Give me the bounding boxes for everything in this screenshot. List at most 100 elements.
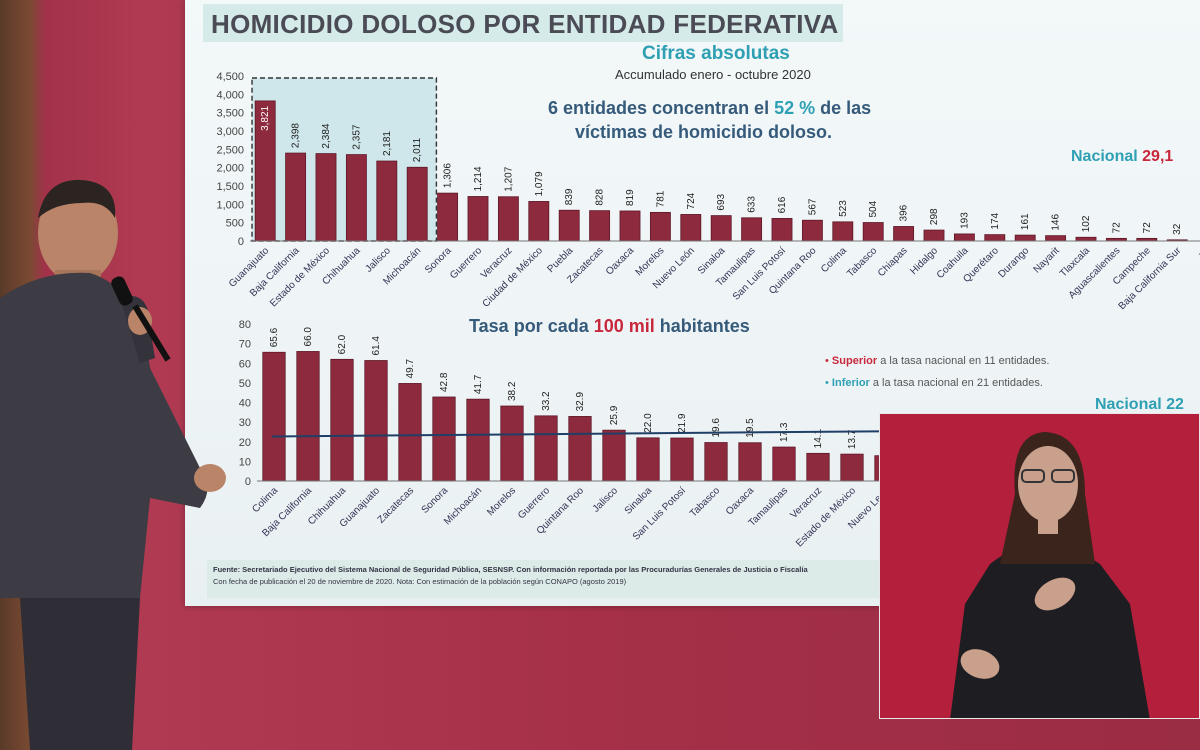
- data-label: 146: [1051, 214, 1062, 231]
- data-label: 38.2: [507, 381, 518, 401]
- data-label: 567: [807, 198, 818, 215]
- data-label: 724: [686, 192, 697, 209]
- legend-inferior: • Inferior a la tasa nacional en 21 enti…: [825, 377, 1043, 389]
- bar: [636, 437, 660, 482]
- data-label: 839: [564, 188, 575, 205]
- data-label: 616: [777, 196, 788, 213]
- y-tick-label: 70: [239, 339, 251, 351]
- data-label: 633: [747, 196, 758, 213]
- chart-subtitle: Cifras absolutas: [642, 43, 790, 64]
- y-tick-label: 500: [226, 218, 244, 230]
- y-tick-label: 0: [245, 476, 251, 488]
- legend-superior: • Superior a la tasa nacional en 11 enti…: [825, 355, 1050, 367]
- y-tick-label: 20: [239, 437, 251, 449]
- category-label: Chiapas: [876, 245, 910, 279]
- data-label: 102: [1081, 215, 1092, 232]
- category-label: Guerrero: [448, 245, 484, 281]
- bar: [500, 405, 524, 482]
- data-label: 1,207: [503, 166, 514, 191]
- y-tick-label: 1,000: [216, 199, 244, 211]
- data-label: 19.6: [711, 418, 722, 438]
- data-label: 161: [1020, 213, 1031, 230]
- bar: [893, 226, 915, 242]
- bar: [466, 398, 490, 482]
- bar: [704, 442, 728, 482]
- bar: [984, 234, 1006, 242]
- category-label: Sinaloa: [623, 485, 655, 517]
- data-label: 2,011: [412, 138, 423, 163]
- bar: [398, 383, 422, 482]
- bar: [832, 221, 854, 242]
- data-label: 298: [929, 208, 940, 225]
- title-banner: [203, 4, 843, 42]
- bar: [432, 396, 456, 482]
- bar: [741, 217, 763, 242]
- concentration-text-line2: víctimas de homicidio doloso.: [575, 122, 833, 142]
- bar: [710, 215, 732, 242]
- category-label: Jalisco: [364, 245, 394, 275]
- concentration-percent: 52 %: [774, 98, 816, 118]
- bar: [497, 196, 519, 242]
- source-footnote: Fuente: Secretariado Ejecutivo del Siste…: [207, 560, 887, 598]
- bar: [558, 209, 580, 242]
- bar: [1075, 236, 1097, 242]
- category-label: Yu: [1198, 245, 1200, 261]
- national-rate-label: Nacional 22: [1095, 396, 1184, 413]
- data-label: 25.9: [609, 405, 620, 425]
- category-label: Jalisco: [591, 485, 621, 515]
- bar: [262, 351, 286, 482]
- bar: [315, 153, 337, 242]
- category-label: Sonora: [420, 485, 451, 516]
- bar: [801, 219, 823, 242]
- bar-charts: 05001,0001,5002,0002,5003,0003,5004,0004…: [216, 71, 1200, 550]
- bar: [738, 442, 762, 482]
- bar: [467, 196, 489, 242]
- bar: [806, 452, 830, 482]
- national-rate-line: [271, 429, 982, 438]
- category-label: Tabasco: [845, 245, 879, 279]
- bar: [376, 160, 398, 242]
- presenter-figure: [0, 179, 226, 750]
- bar: [437, 192, 459, 242]
- y-tick-label: 2,000: [216, 163, 244, 175]
- data-label: 49.7: [405, 359, 416, 379]
- bar: [771, 218, 793, 242]
- data-label: 1,214: [473, 166, 484, 191]
- data-label: 828: [595, 189, 606, 206]
- bar: [330, 358, 354, 482]
- data-label: 14.1: [813, 428, 824, 448]
- bar: [619, 210, 641, 242]
- data-label: 174: [990, 212, 1001, 229]
- y-tick-label: 1,500: [216, 181, 244, 193]
- interpreter-figure: [950, 432, 1150, 718]
- y-tick-label: 4,000: [216, 89, 244, 101]
- data-label: 693: [716, 193, 727, 210]
- bar: [862, 222, 884, 242]
- y-tick-label: 50: [239, 378, 251, 390]
- data-label: 13.7: [847, 429, 858, 449]
- bar: [670, 437, 694, 482]
- bar: [364, 360, 388, 482]
- data-label: 1,306: [443, 163, 454, 188]
- data-label: 504: [868, 200, 879, 217]
- category-label: Durango: [996, 245, 1031, 280]
- concentration-text-line1: 6 entidades concentran el 52 % de las: [548, 98, 872, 118]
- y-tick-label: 0: [238, 236, 244, 248]
- y-tick-label: 10: [239, 456, 251, 468]
- rate-chart-title: Tasa por cada 100 mil habitantes: [469, 316, 750, 336]
- bar: [680, 214, 702, 242]
- data-label: 2,384: [321, 123, 332, 148]
- data-label: 2,181: [382, 131, 393, 156]
- bar: [568, 416, 592, 482]
- bar: [772, 446, 796, 482]
- data-label: 42.8: [439, 372, 450, 392]
- data-label: 19.5: [745, 418, 756, 438]
- data-label: 65.6: [269, 327, 280, 347]
- category-label: Oaxaca: [604, 245, 636, 277]
- category-label: Colima: [819, 245, 849, 275]
- highlight-box: [251, 77, 438, 242]
- data-label: 21.9: [677, 413, 688, 433]
- data-label: 396: [899, 204, 910, 221]
- data-label: 781: [655, 190, 666, 207]
- data-label: 819: [625, 189, 636, 206]
